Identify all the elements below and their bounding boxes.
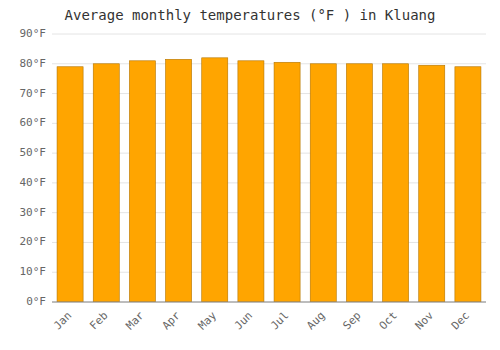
- y-tick-label: 80°F: [20, 57, 47, 70]
- y-axis: 0°F 10°F 20°F 30°F 40°F 50°F 60°F 70°F 80°F 90°F: [20, 27, 487, 308]
- x-tick-label: Oct: [377, 309, 400, 332]
- y-tick-label: 20°F: [20, 235, 47, 248]
- y-tick-label: 50°F: [20, 146, 47, 159]
- chart-svg: Average monthly temperatures (°F ) in Kl…: [0, 0, 500, 350]
- bar: [455, 67, 481, 302]
- bar: [346, 64, 372, 302]
- bar: [310, 64, 336, 302]
- x-tick-label: Mar: [123, 309, 147, 333]
- y-tick-label: 30°F: [20, 206, 47, 219]
- bar: [383, 64, 409, 302]
- grid-line: [52, 34, 486, 35]
- y-tick-label: 10°F: [20, 265, 47, 278]
- bar: [202, 58, 228, 302]
- y-tick-label: 90°F: [20, 27, 47, 40]
- x-axis-line: [52, 302, 486, 303]
- bar: [274, 62, 300, 302]
- bar: [166, 59, 192, 302]
- bar: [129, 61, 155, 302]
- x-tick-label: Feb: [87, 309, 110, 332]
- bar: [238, 61, 264, 302]
- y-tick-label: 60°F: [20, 116, 47, 129]
- bar: [419, 65, 445, 302]
- grid-line: [52, 302, 486, 303]
- y-tick-label: 40°F: [20, 176, 47, 189]
- bars: [57, 58, 481, 302]
- y-tick-label: 0°F: [26, 295, 46, 308]
- bar: [57, 67, 83, 302]
- x-tick-label: Jun: [232, 309, 255, 332]
- bar: [93, 64, 119, 302]
- chart-container: Average monthly temperatures (°F ) in Kl…: [0, 0, 500, 350]
- x-tick-label: Aug: [304, 309, 327, 332]
- chart-title: Average monthly temperatures (°F ) in Kl…: [65, 7, 436, 23]
- x-tick-label: Nov: [413, 309, 437, 333]
- x-tick-label: May: [196, 309, 220, 333]
- x-tick-label: Dec: [449, 309, 472, 332]
- x-tick-label: Jul: [268, 309, 291, 332]
- x-tick-label: Jan: [51, 309, 74, 332]
- y-tick-label: 70°F: [20, 87, 47, 100]
- x-axis: Jan Feb Mar Apr May Jun Jul Aug Sep Oct Nov Dec: [51, 309, 472, 333]
- x-tick-label: Apr: [160, 309, 184, 333]
- x-tick-label: Sep: [340, 309, 363, 332]
